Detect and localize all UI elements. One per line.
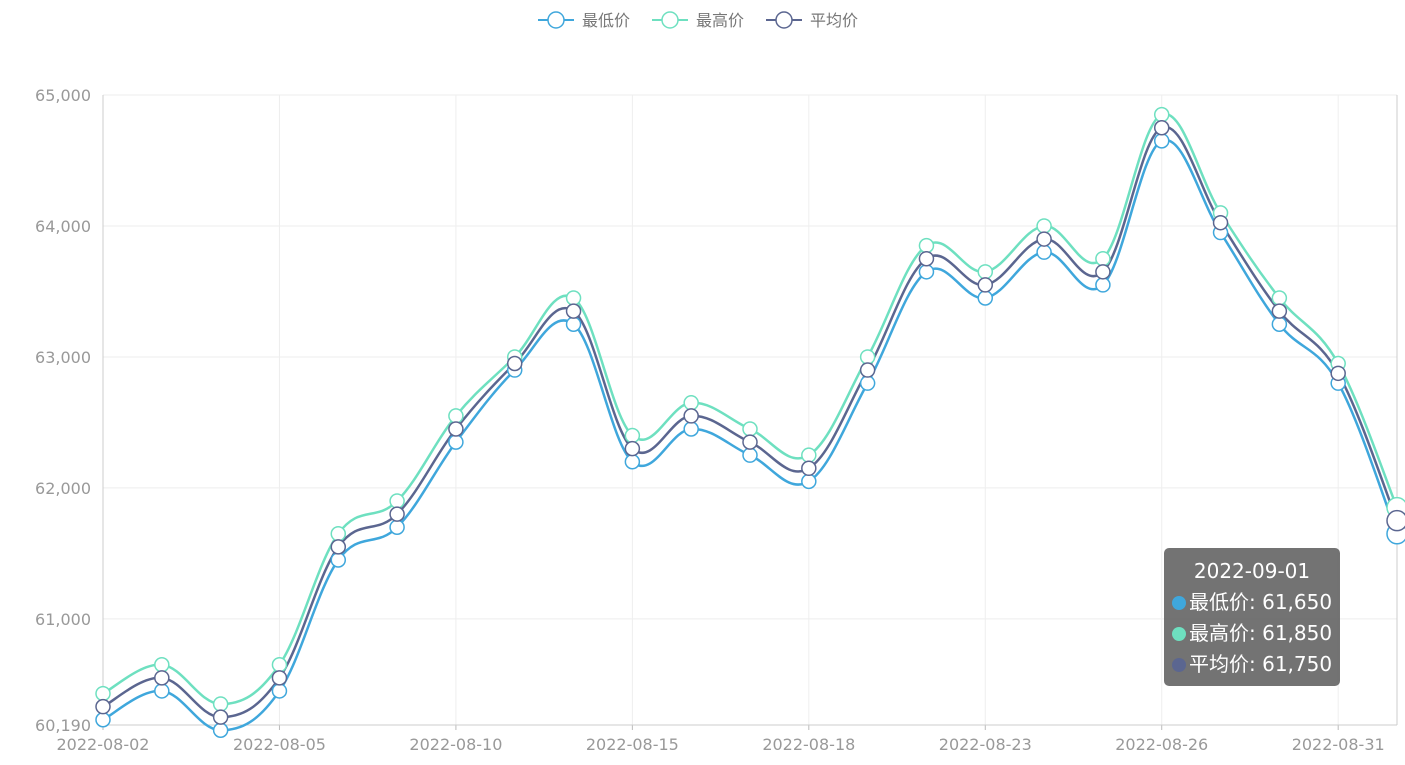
- x-tick-label: 2022-08-18: [762, 735, 855, 754]
- data-point-high: [448, 408, 464, 424]
- data-point-avg: [389, 506, 405, 522]
- tooltip-label-low: 最低价: 61,650: [1189, 590, 1333, 614]
- data-point-avg: [1153, 119, 1170, 136]
- tooltip-dot-avg: [1172, 658, 1186, 672]
- data-point-high: [1153, 106, 1170, 123]
- data-point-avg: [1095, 264, 1111, 280]
- tooltip-dot-high: [1172, 627, 1186, 641]
- tooltip-row-high: 最高价: 61,850: [1172, 618, 1340, 649]
- data-point-low: [918, 264, 935, 280]
- data-point-low: [565, 316, 582, 332]
- data-point-low: [859, 375, 876, 391]
- x-tick-label: 2022-08-15: [586, 735, 679, 754]
- data-point-low: [742, 447, 758, 463]
- data-point-high: [212, 696, 229, 712]
- data-point-low: [683, 421, 699, 437]
- data-point-high: [977, 264, 994, 280]
- x-tick-label: 2022-08-10: [409, 735, 502, 754]
- data-point-avg: [742, 434, 758, 450]
- data-point-avg: [1036, 231, 1052, 247]
- data-point-avg: [154, 670, 170, 686]
- tooltip-label-avg: 平均价: 61,750: [1189, 652, 1333, 676]
- data-point-low: [389, 519, 405, 535]
- x-tick-label: 2022-08-23: [939, 735, 1032, 754]
- data-point-high: [271, 657, 288, 673]
- data-point-high: [801, 447, 817, 463]
- data-point-low: [977, 290, 994, 306]
- data-point-low: [330, 552, 347, 568]
- data-point-low: [448, 434, 464, 450]
- data-point-avg: [565, 303, 582, 319]
- data-point-avg: [448, 421, 464, 437]
- data-point-avg: [977, 277, 994, 293]
- y-tick-label: 62,000: [35, 479, 91, 498]
- data-point-low: [271, 683, 288, 699]
- data-point-high: [683, 395, 699, 411]
- x-tick-label: 2022-08-05: [233, 735, 326, 754]
- data-point-avg: [506, 355, 523, 372]
- data-point-low: [1095, 277, 1111, 293]
- tooltip-label-high: 最高价: 61,850: [1189, 621, 1333, 645]
- x-tick-label: 2022-08-02: [57, 735, 150, 754]
- legend-label-high: 最高价: [696, 11, 744, 30]
- tooltip-dot-low: [1172, 596, 1186, 610]
- y-tick-label: 63,000: [35, 348, 91, 367]
- data-point-high: [95, 685, 111, 702]
- x-tick-label: 2022-08-31: [1292, 735, 1385, 754]
- data-point-avg: [1386, 509, 1405, 532]
- data-point-high: [565, 290, 582, 306]
- legend-marker-low: [547, 11, 565, 29]
- data-point-high: [1036, 218, 1052, 234]
- data-point-avg: [1271, 303, 1288, 319]
- data-point-high: [154, 657, 170, 673]
- data-point-high: [1095, 250, 1111, 267]
- data-point-high: [624, 427, 641, 444]
- data-point-avg: [1212, 214, 1229, 231]
- data-point-high: [330, 526, 347, 542]
- data-point-avg: [859, 362, 876, 378]
- tooltip-row-avg: 平均价: 61,750: [1172, 649, 1340, 680]
- data-point-avg: [918, 250, 935, 267]
- data-point-avg: [801, 460, 817, 477]
- tooltip-title: 2022-09-01: [1193, 559, 1311, 583]
- data-point-low: [801, 473, 817, 490]
- data-point-low: [95, 712, 111, 728]
- tooltip: 2022-09-01 最低价: 61,650 最高价: 61,850 平均价: …: [1164, 548, 1340, 686]
- data-point-low: [154, 683, 170, 699]
- data-point-low: [212, 722, 229, 738]
- legend-marker-avg: [775, 11, 793, 29]
- x-tick-label: 2022-08-26: [1115, 735, 1208, 754]
- data-point-high: [1271, 290, 1288, 306]
- data-point-low: [1153, 133, 1170, 149]
- legend-marker-high: [661, 11, 679, 29]
- data-point-avg: [1330, 365, 1346, 382]
- tooltip-row-low: 最低价: 61,650: [1172, 587, 1340, 618]
- data-point-avg: [212, 709, 229, 725]
- data-point-high: [859, 349, 876, 365]
- data-point-avg: [271, 670, 288, 686]
- y-tick-label: 60,190: [35, 716, 91, 735]
- data-point-avg: [95, 698, 111, 715]
- data-point-avg: [683, 408, 699, 424]
- y-tick-label: 65,000: [35, 86, 91, 105]
- data-point-high: [918, 237, 935, 254]
- y-tick-label: 64,000: [35, 217, 91, 236]
- y-tick-label: 61,000: [35, 610, 91, 629]
- data-point-avg: [624, 440, 641, 457]
- data-point-low: [1036, 244, 1052, 260]
- data-point-low: [624, 453, 641, 470]
- data-point-avg: [330, 539, 347, 555]
- legend-label-low: 最低价: [582, 11, 630, 30]
- legend-label-avg: 平均价: [810, 11, 858, 30]
- data-point-high: [389, 493, 405, 509]
- data-point-high: [742, 421, 758, 437]
- data-point-low: [1271, 316, 1288, 332]
